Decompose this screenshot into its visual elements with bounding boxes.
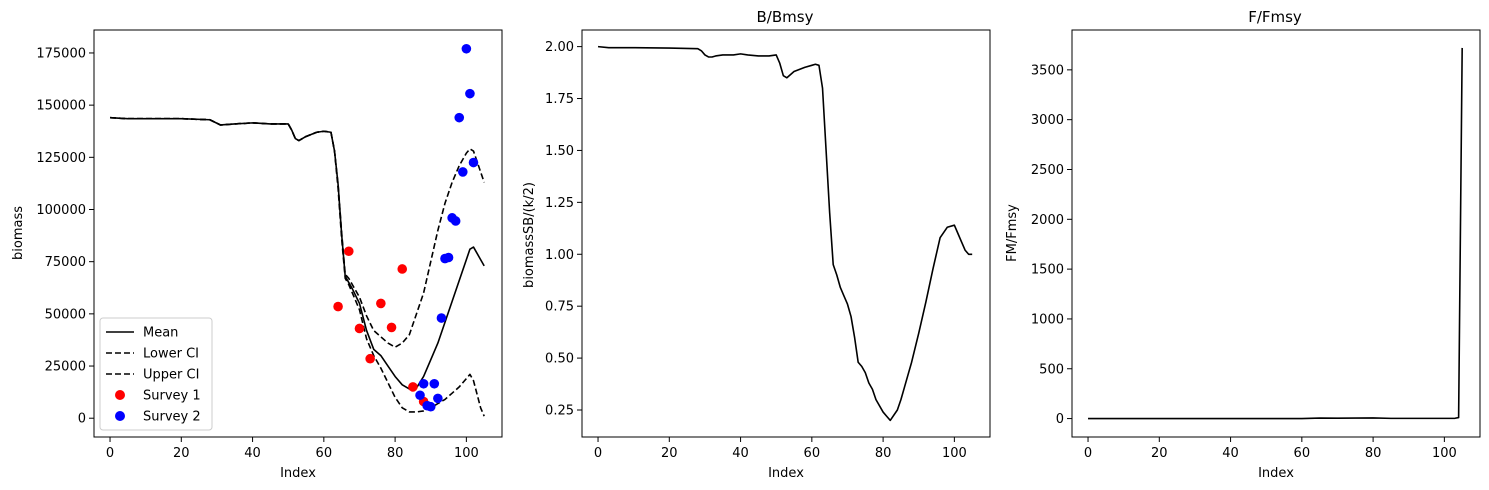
y-tick-label: 3500	[1031, 63, 1064, 78]
y-tick-label: 2.00	[545, 40, 574, 55]
lower-ci-line	[109, 116, 485, 417]
survey-1-point	[354, 323, 365, 334]
y-axis-label: FM/Fmsy	[1005, 204, 1020, 262]
y-tick-label: 1.00	[545, 248, 574, 263]
b-bmsy-axes-frame	[581, 29, 991, 438]
legend-lower-ci-label: Lower CI	[143, 347, 199, 362]
legend-survey-2-swatch	[115, 411, 125, 421]
survey-2-point	[461, 43, 472, 54]
survey-2-point	[465, 88, 475, 99]
biomass-panel: 0 20 40 60 80 100 0 25000 50000 75000 100000 125000…	[11, 29, 503, 481]
survey-2-point	[433, 393, 443, 404]
legend-survey-2-label: Survey 2	[143, 410, 201, 425]
legend-box	[99, 317, 213, 431]
x-tick-label: 20	[661, 446, 678, 461]
survey-1-point	[365, 353, 375, 364]
y-tick-label: 500	[1039, 362, 1064, 377]
biomass-axes-frame	[93, 29, 503, 438]
series-line	[597, 45, 973, 422]
x-tick-label: 20	[173, 446, 190, 461]
survey-2-point	[468, 157, 479, 168]
x-tick-label: 60	[804, 446, 821, 461]
y-tick-label: 2000	[1031, 213, 1064, 228]
legend-upper-ci-label: Upper CI	[143, 368, 199, 383]
y-axis-label: biomassSB/(k/2)	[522, 182, 537, 288]
y-tick-label: 50000	[45, 307, 86, 322]
x-tick-label: 40	[732, 446, 749, 461]
survey-1-point	[386, 322, 397, 333]
y-tick-label: 1.50	[545, 144, 574, 159]
legend-mean-label: Mean	[143, 326, 178, 341]
x-tick-label: 80	[1365, 446, 1382, 461]
y-tick-label: 150000	[36, 99, 86, 114]
survey-1-point	[397, 264, 408, 274]
x-tick-label: 40	[244, 446, 261, 461]
survey-2-point	[429, 378, 440, 389]
survey-1-point	[376, 298, 386, 309]
x-tick-label: 0	[1084, 446, 1092, 461]
x-tick-label: 40	[1222, 446, 1239, 461]
survey-2-point	[443, 252, 454, 263]
survey-2-point	[425, 401, 436, 412]
y-tick-label: 1500	[1031, 263, 1064, 278]
y-tick-label: 1.25	[545, 196, 574, 211]
x-tick-label: 80	[387, 446, 404, 461]
y-axis-label: biomass	[11, 206, 26, 260]
mean-line	[109, 116, 485, 390]
f-fmsy-axes-frame	[1071, 29, 1481, 438]
survey-2-point	[436, 313, 447, 323]
upper-ci-line	[109, 116, 485, 349]
biomass-plot-area: 0 20 40 60 80 100 0 25000 50000 75000 100000 125000…	[36, 43, 485, 461]
survey-2-point	[450, 216, 461, 226]
x-tick-label: 0	[594, 446, 602, 461]
legend: Mean Lower CI Upper CI Survey 1 Survey 2	[99, 317, 213, 431]
x-tick-label: 60	[1294, 446, 1311, 461]
b-bmsy-plot-area: 0 20 40 60 80 100 0.25 0.50 0.75 1.00 1.25 1.50 1.75…	[545, 40, 973, 461]
y-tick-label: 100000	[36, 203, 86, 218]
y-tick-label: 0	[1056, 412, 1064, 427]
x-axis-label: Index	[1258, 466, 1294, 481]
y-tick-label: 3000	[1031, 113, 1064, 128]
y-tick-label: 0.25	[545, 404, 574, 419]
y-tick-label: 175000	[36, 46, 86, 61]
f-fmsy-panel: F/Fmsy 0 20 40 60 80 100050010001500200025003…	[1005, 8, 1481, 481]
panel-title: B/Bmsy	[757, 8, 814, 26]
y-tick-label: 1000	[1031, 312, 1064, 327]
survey-2-point	[458, 167, 468, 177]
y-tick-label: 0	[78, 412, 86, 427]
survey-2-point	[415, 390, 425, 401]
survey-1-point	[333, 301, 343, 312]
survey-1-point	[408, 382, 418, 392]
x-axis-label: Index	[768, 466, 804, 481]
y-tick-label: 25000	[45, 360, 86, 375]
x-tick-label: 80	[875, 446, 892, 461]
x-tick-label: 100	[942, 446, 967, 461]
legend-survey-1-label: Survey 1	[143, 389, 201, 404]
x-tick-label: 60	[316, 446, 333, 461]
x-tick-label: 100	[1432, 446, 1457, 461]
panel-title: F/Fmsy	[1248, 8, 1302, 26]
y-tick-label: 1.75	[545, 92, 574, 107]
y-tick-label: 75000	[45, 255, 86, 270]
survey-2-point	[454, 112, 465, 123]
y-tick-label: 2500	[1031, 163, 1064, 178]
x-tick-label: 100	[454, 446, 479, 461]
y-tick-label: 125000	[36, 151, 86, 166]
legend-survey-1-swatch	[115, 390, 125, 400]
survey-1-point	[343, 246, 354, 257]
x-axis-label: Index	[280, 466, 316, 481]
x-tick-label: 0	[106, 446, 114, 461]
y-tick-label: 0.75	[545, 300, 574, 315]
x-tick-label: 20	[1151, 446, 1168, 461]
y-tick-label: 0.50	[545, 352, 574, 367]
b-bmsy-panel: B/Bmsy 0 20 40 60 80 100 0.25 0.50 0.75 1.00 1.25 1…	[522, 8, 991, 481]
series-line	[1088, 47, 1463, 420]
survey-2-point	[418, 378, 429, 389]
